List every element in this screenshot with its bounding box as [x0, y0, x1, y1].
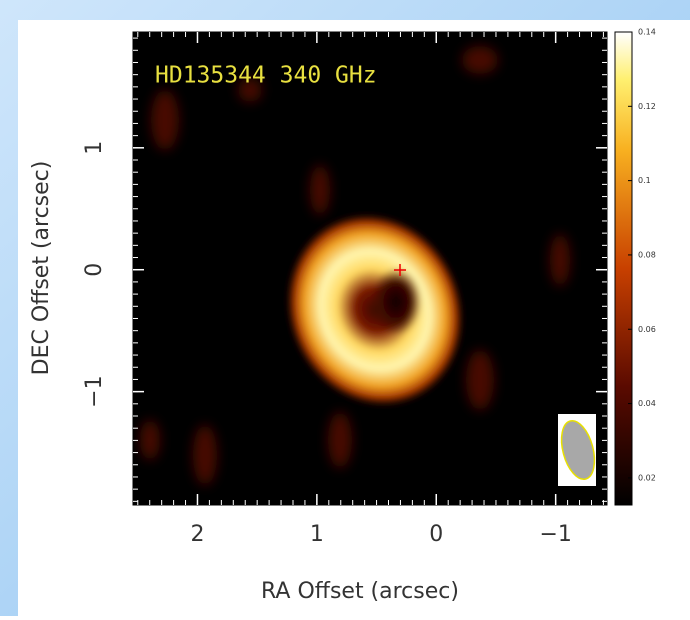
- center-marker: [394, 264, 406, 276]
- colorbar-tick-label: 0.06: [638, 325, 656, 334]
- colorbar-tick-label: 0.14: [638, 28, 656, 37]
- x-axis-label: RA Offset (arcsec): [261, 579, 459, 604]
- x-tick-label: −1: [539, 522, 571, 547]
- x-tick-label: 2: [190, 522, 204, 547]
- chart-title: HD135344 340 GHz: [155, 63, 377, 89]
- image: HD135344 340 GHz: [133, 32, 607, 505]
- colorbar-tick-label: 0.02: [638, 473, 656, 482]
- colorbar: [614, 31, 633, 506]
- colorbar-tick-label: 0.08: [638, 250, 656, 259]
- y-tick-label: 1: [82, 141, 107, 155]
- plot-frame: [132, 31, 608, 506]
- colorbar-tick-label: 0.1: [638, 176, 651, 185]
- colorbar-tick-label: 0.04: [638, 399, 656, 408]
- y-axis-label: DEC Offset (arcsec): [29, 161, 54, 376]
- x-tick-label: 1: [310, 522, 324, 547]
- y-tick-label: 0: [82, 263, 107, 277]
- y-tick-label: −1: [82, 375, 107, 407]
- beam: [560, 420, 596, 480]
- x-tick-label: 0: [429, 522, 443, 547]
- colorbar-tick-label: 0.12: [638, 102, 656, 111]
